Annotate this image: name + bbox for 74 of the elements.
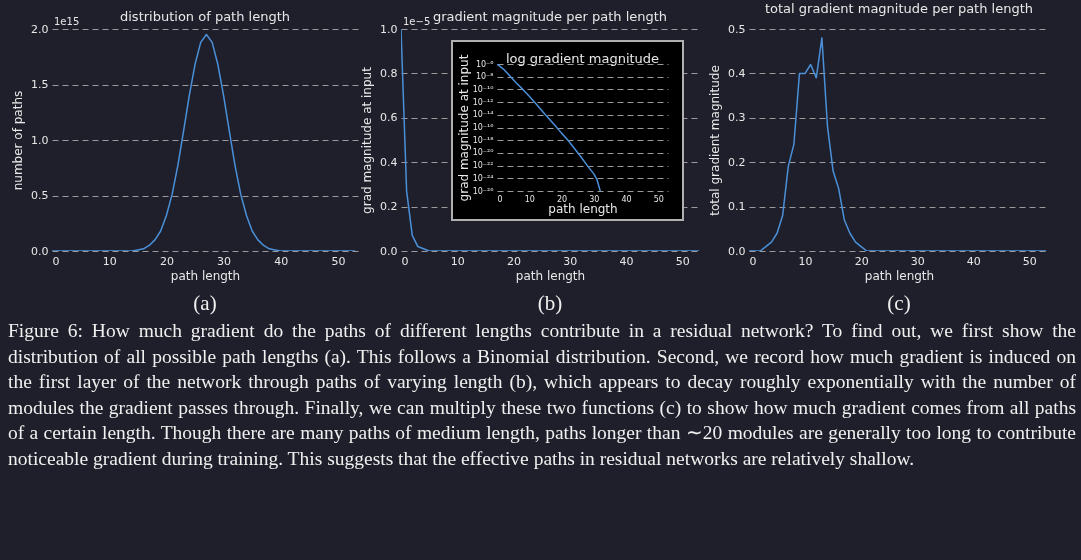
y-tick-label: 0.3 bbox=[728, 111, 746, 125]
x-axis-title: path length bbox=[170, 268, 241, 283]
y-tick-label: 0.0 bbox=[728, 244, 746, 258]
line-series bbox=[497, 64, 601, 191]
line-series bbox=[52, 33, 356, 251]
chart-title: log gradient magnitude bbox=[505, 51, 660, 67]
x-tick-label: 10 bbox=[798, 254, 813, 268]
y-tick-label: 0.1 bbox=[728, 200, 746, 214]
x-tick-label: 10 bbox=[524, 194, 535, 204]
x-tick-label: 20 bbox=[854, 254, 869, 268]
x-tick-label: 0 bbox=[749, 254, 757, 268]
text: (c) bbox=[886, 291, 912, 316]
x-tick-label: 20 bbox=[506, 254, 521, 268]
chart-title: distribution of path length bbox=[119, 9, 291, 24]
x-tick-label: 40 bbox=[619, 254, 634, 268]
caption: Figure 6: How much gradient do the paths of different lengths contribute in a residual network? To find out, we first show the distribution of all possible path lengths (a). This follows a Binomial distribution. Second, we record how much gradient is induced on the first layer of the network through paths of varying length (b), which appears to decay roughly exponentially with the number of modules the gradient passes through. Finally, we can multiply these two functions (c) to show how much gradient comes from all paths of a certain length. Though there are many paths of medium length, paths longer than ∼20 modules are generally too long to contribute noticeable gradient during training. This suggests that the effective paths in residual networks are relatively shallow. bbox=[8, 319, 1076, 471]
x-tick-label: 50 bbox=[331, 254, 346, 268]
x-tick-label: 40 bbox=[274, 254, 289, 268]
y-tick-label: 1.0 bbox=[31, 133, 49, 147]
x-axis-title: path length bbox=[548, 201, 618, 216]
y-tick-label: 10⁻¹⁶ bbox=[472, 123, 494, 132]
x-tick-label: 0 bbox=[52, 254, 60, 268]
y-tick-label: 2.0 bbox=[31, 22, 49, 36]
text: 1e15 bbox=[54, 16, 80, 27]
x-tick-label: 20 bbox=[159, 254, 174, 268]
y-tick-label: 10⁻²⁶ bbox=[472, 186, 494, 196]
y-tick-label: 0.0 bbox=[31, 244, 49, 258]
x-tick-label: 0 bbox=[497, 194, 503, 204]
x-tick-label: 20 bbox=[556, 194, 568, 204]
x-tick-label: 30 bbox=[217, 254, 232, 268]
y-tick-label: 0.8 bbox=[380, 66, 398, 80]
y-tick-label: 10⁻²⁰ bbox=[472, 148, 494, 158]
y-tick-label: 1.0 bbox=[380, 22, 398, 36]
y-tick-label: 10⁻¹⁸ bbox=[472, 135, 494, 145]
y-tick-label: 0.4 bbox=[380, 155, 398, 169]
y-tick-label: 10⁻⁶ bbox=[475, 59, 494, 69]
text: 1e−5 bbox=[403, 16, 431, 27]
y-tick-label: 0.5 bbox=[31, 189, 49, 202]
line-series bbox=[749, 37, 1047, 251]
y-axis-title: grad magnitude at input bbox=[360, 66, 375, 214]
y-tick-label: 1.5 bbox=[31, 78, 49, 91]
y-tick-label: 10⁻¹² bbox=[472, 97, 494, 107]
y-tick-label: 10⁻¹⁴ bbox=[472, 110, 494, 120]
y-tick-label: 0.5 bbox=[728, 22, 746, 36]
x-tick-label: 0 bbox=[401, 254, 409, 268]
x-tick-label: 10 bbox=[450, 254, 465, 268]
y-axis-title: number of paths bbox=[11, 90, 26, 191]
y-tick-label: 10⁻²⁴ bbox=[472, 173, 494, 183]
text: (b) bbox=[536, 291, 564, 316]
y-tick-label: 0.0 bbox=[380, 244, 398, 258]
chart-title: total gradient magnitude per path length bbox=[764, 1, 1034, 16]
y-axis-title: grad magnitude at input bbox=[456, 54, 471, 202]
text: (a) bbox=[192, 291, 218, 316]
y-tick-label: 0.2 bbox=[728, 155, 746, 169]
x-axis-title: path length bbox=[515, 268, 586, 283]
x-tick-label: 30 bbox=[910, 254, 925, 268]
x-tick-label: 40 bbox=[621, 194, 632, 204]
x-tick-label: 10 bbox=[102, 254, 117, 268]
y-tick-label: 10⁻²² bbox=[472, 161, 494, 171]
chart-title: gradient magnitude per path length bbox=[432, 9, 668, 24]
y-tick-label: 0.2 bbox=[380, 200, 398, 214]
y-tick-label: 0.6 bbox=[380, 111, 398, 125]
x-tick-label: 30 bbox=[563, 254, 578, 268]
x-tick-label: 50 bbox=[1022, 254, 1037, 268]
x-axis-title: path length bbox=[864, 268, 935, 283]
y-axis-title: total gradient magnitude bbox=[708, 65, 723, 216]
x-tick-label: 30 bbox=[589, 194, 600, 204]
x-tick-label: 50 bbox=[653, 194, 664, 204]
x-tick-label: 50 bbox=[675, 254, 690, 268]
y-tick-label: 10⁻⁸ bbox=[475, 72, 494, 82]
y-tick-label: 10⁻¹⁰ bbox=[472, 84, 494, 94]
x-tick-label: 40 bbox=[966, 254, 981, 268]
y-tick-label: 0.4 bbox=[728, 66, 746, 80]
line-series bbox=[401, 29, 699, 251]
